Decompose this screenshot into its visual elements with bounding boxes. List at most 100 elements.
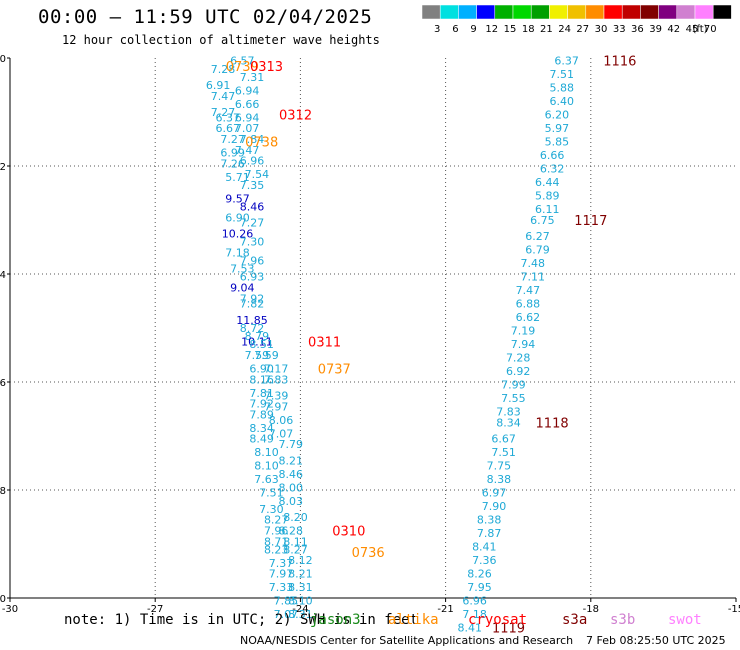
wave-height-point: 6.11 — [535, 203, 560, 216]
satellite-legend-altika: altika — [388, 612, 439, 628]
wave-height-point: 7.59 — [254, 349, 279, 362]
wave-height-point: 6.99 — [220, 147, 245, 160]
x-tick-label: -18 — [583, 604, 599, 615]
wave-height-point: 7.51 — [550, 68, 575, 81]
wave-height-point: 6.90 — [225, 211, 250, 224]
wave-height-point: 7.47 — [211, 90, 236, 103]
colorbar-label: 42 — [667, 24, 680, 35]
wave-height-point: 7.18 — [462, 608, 487, 621]
wave-height-point: 8.31 — [288, 608, 313, 621]
x-tick-label: -27 — [147, 604, 163, 615]
track-time-label: 0310 — [332, 525, 365, 540]
wave-height-point: 6.88 — [516, 298, 541, 311]
wave-height-point: 7.96 — [240, 255, 265, 268]
wave-height-point: 7.26 — [220, 157, 245, 170]
wave-height-point: 7.07 — [235, 122, 260, 135]
colorbar-label: 24 — [558, 24, 571, 35]
wave-height-point: 8.38 — [487, 473, 512, 486]
colorbar-label: 18 — [522, 24, 535, 35]
wave-height-point: 7.87 — [477, 527, 502, 540]
wave-height-point: 8.16 — [249, 373, 274, 386]
wave-height-point: 8.79 — [245, 330, 270, 343]
wave-height-point: 6.66 — [540, 149, 565, 162]
wave-height-point: 10.11 — [241, 336, 273, 349]
wave-height-point: 7.83 — [496, 406, 521, 419]
colorbar-swatch — [712, 4, 732, 20]
wave-height-point: 8.34 — [249, 422, 274, 435]
track-time-label: 1119 — [492, 622, 525, 637]
satellite-legend: jason3 altika cryosat s3a s3b swot — [0, 612, 740, 632]
wave-height-point: 7.47 — [516, 284, 541, 297]
wave-height-point: 5.71 — [225, 171, 250, 184]
wave-height-point: 6.37 — [216, 111, 241, 124]
y-tick-label: -10 — [0, 594, 6, 605]
wave-height-point: 6.97 — [482, 487, 507, 500]
track-time-label: 0312 — [279, 109, 312, 124]
wave-height-point: 7.63 — [254, 473, 279, 486]
wave-height-point: 7.18 — [225, 246, 250, 259]
colorbar-label: 70 — [704, 24, 717, 35]
wave-height-point: 6.32 — [540, 163, 565, 176]
wave-height-point: 7.28 — [506, 352, 531, 365]
colorbar-label: 33 — [613, 24, 626, 35]
colorbar-label: 39 — [649, 24, 662, 35]
colorbar-label: 21 — [540, 24, 553, 35]
wave-height-point: 7.97 — [264, 400, 289, 413]
wave-height-point: 8.11 — [283, 535, 308, 548]
wave-height-point: 5.85 — [545, 136, 570, 149]
wave-height-point: 5.89 — [535, 190, 560, 203]
wave-height-point: 5.88 — [550, 82, 575, 95]
wave-height-point: 6.96 — [462, 595, 487, 608]
wave-height-point: 8.34 — [496, 417, 521, 430]
colorbar-label: 45 — [686, 24, 699, 35]
note-text: note: 1) Time is in UTC; 2) SWH is in fe… — [64, 612, 419, 628]
wave-height-point: 7.48 — [520, 257, 545, 270]
wave-height-point: 8.10 — [254, 460, 279, 473]
wave-height-point: 7.84 — [240, 133, 265, 146]
wave-height-point: 7.31 — [240, 71, 265, 84]
wave-height-point: 7.96 — [264, 525, 289, 538]
wave-height-point: 7.07 — [269, 427, 294, 440]
color-scale-legend: 3 6 9 12 15 18 21 24 27 30 33 36 39 42 45 70(ft) — [421, 4, 732, 35]
track-time-label: 0736 — [352, 546, 385, 561]
wave-height-point: 8.10 — [254, 446, 279, 459]
wave-height-point: 6.92 — [506, 365, 531, 378]
wave-height-point: 7.94 — [511, 338, 536, 351]
wave-height-point: 7.37 — [269, 557, 294, 570]
colorbar-label: (ft) — [692, 24, 707, 35]
colorbar-label: 9 — [470, 24, 476, 35]
chart-subtitle: 12 hour collection of altimeter wave hei… — [62, 33, 380, 47]
x-tick-label: -24 — [292, 604, 308, 615]
wave-height-point: 8.46 — [278, 468, 303, 481]
wave-height-point: 8.49 — [249, 433, 274, 446]
x-tick-label: -30 — [2, 604, 18, 615]
wave-height-point: 7.92 — [240, 292, 265, 305]
wave-height-point: 6.66 — [235, 98, 260, 111]
wave-height-point: 6.57 — [230, 55, 255, 68]
wave-height-point: 6.67 — [216, 122, 241, 135]
wave-height-point: 8.26 — [467, 568, 492, 581]
wave-height-point: 7.36 — [472, 554, 497, 567]
wave-height-point: 6.91 — [206, 79, 231, 92]
wave-height-point: 6.90 — [249, 363, 274, 376]
track-time-label: 0739 — [226, 60, 259, 75]
wave-height-point: 8.27 — [283, 543, 308, 556]
track-time-label: 1117 — [574, 214, 607, 229]
wave-height-point: 7.27 — [211, 106, 236, 119]
wave-height-point: 10.26 — [222, 228, 254, 241]
colorbar-label: 15 — [504, 24, 517, 35]
y-tick-label: -2 — [0, 162, 6, 173]
wave-height-point: 6.37 — [554, 55, 579, 68]
wave-height-point: 6.96 — [240, 155, 265, 168]
y-tick-label: 0 — [0, 54, 6, 65]
wave-height-point: 8.10 — [288, 595, 313, 608]
satellite-legend-cryosat: cryosat — [468, 612, 528, 628]
wave-height-point: 7.89 — [249, 408, 274, 421]
track-time-label: 1116 — [603, 55, 636, 70]
wave-height-point: 7.51 — [259, 487, 284, 500]
wave-height-point: 6.94 — [235, 111, 260, 124]
wave-height-point: 7.90 — [482, 500, 507, 513]
colorbar-label: 6 — [452, 24, 458, 35]
wave-height-point: 7.39 — [264, 390, 289, 403]
generation-timestamp: 7 Feb 08:25:50 UTC 2025 — [586, 634, 726, 647]
